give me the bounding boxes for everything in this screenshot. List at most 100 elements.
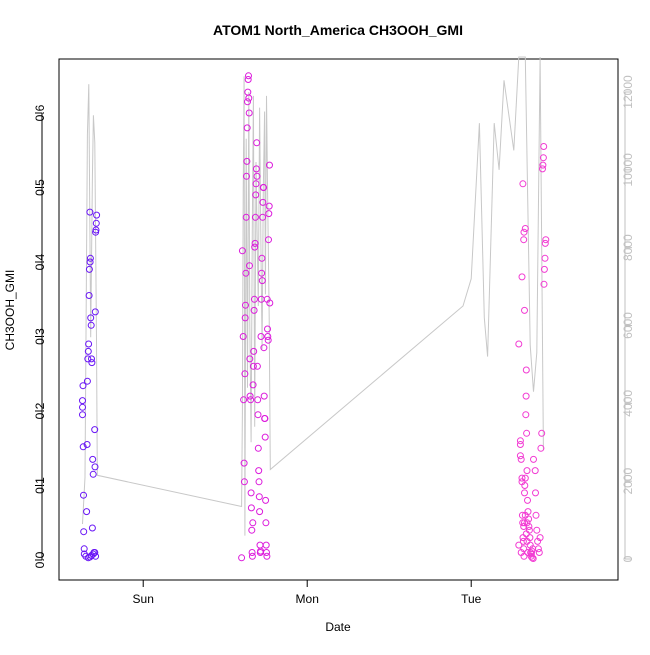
data-point — [249, 362, 257, 370]
data-point — [83, 508, 91, 516]
data-point — [257, 333, 265, 340]
data-point — [91, 308, 99, 316]
data-point — [262, 496, 270, 504]
data-point — [240, 459, 248, 467]
y-tick-label: 0.5 — [33, 179, 47, 196]
data-point — [518, 478, 526, 486]
data-point — [518, 474, 526, 482]
data-point — [91, 426, 99, 434]
data-point — [263, 549, 270, 556]
data-point — [258, 277, 266, 285]
data-point — [243, 172, 250, 180]
data-point — [256, 508, 264, 516]
data-point — [253, 172, 261, 180]
data-point — [243, 124, 251, 132]
data-point — [261, 415, 269, 422]
data-point — [244, 98, 251, 106]
data-point — [530, 455, 537, 463]
data-point — [260, 392, 268, 400]
data-point — [516, 441, 524, 448]
data-point — [251, 239, 259, 247]
data-point — [515, 541, 523, 549]
data-point — [89, 550, 97, 558]
data-point — [252, 180, 260, 188]
data-point — [258, 269, 266, 277]
y2-tick-label: 4000 — [621, 390, 635, 417]
data-point — [241, 314, 249, 322]
data-point — [242, 301, 249, 309]
y-tick-label: 0.0 — [33, 551, 47, 568]
data-point — [518, 511, 526, 519]
data-point — [265, 202, 273, 210]
data-point — [541, 239, 549, 247]
data-point — [524, 496, 531, 504]
data-point — [522, 530, 530, 538]
y2-tick-label: 2000 — [621, 467, 635, 494]
y-tick-label: 0.1 — [33, 477, 47, 494]
data-point — [87, 314, 95, 322]
data-point — [91, 549, 99, 556]
data-point — [266, 299, 274, 307]
data-point — [264, 333, 272, 340]
data-point — [262, 519, 270, 527]
data-point — [519, 180, 527, 188]
data-point — [242, 269, 250, 277]
data-point — [537, 444, 545, 452]
data-point — [249, 519, 257, 527]
data-point — [527, 550, 535, 558]
data-point — [83, 377, 91, 385]
data-point — [264, 325, 271, 333]
data-point — [253, 362, 261, 370]
altitude-line-layer — [82, 56, 544, 536]
data-point — [520, 523, 528, 530]
data-point — [539, 165, 546, 173]
y-tick-label: 0.3 — [33, 328, 47, 345]
data-point — [515, 340, 523, 348]
data-point — [255, 478, 263, 486]
data-point — [80, 491, 87, 499]
data-point — [86, 208, 94, 216]
y-tick-label: 0.6 — [33, 104, 47, 121]
data-point — [266, 161, 273, 169]
data-point — [519, 537, 527, 545]
data-point — [246, 355, 254, 363]
data-point — [521, 519, 528, 527]
data-point — [261, 433, 269, 441]
data-point — [250, 306, 258, 314]
data-point — [541, 254, 549, 262]
data-point — [518, 273, 526, 281]
data-point — [244, 76, 252, 83]
data-point — [524, 549, 532, 556]
data-point — [534, 545, 542, 553]
data-point — [239, 333, 247, 340]
data-point — [79, 397, 86, 405]
data-point — [254, 411, 262, 419]
y-axis-label: CH3OOH_GMI — [3, 270, 17, 351]
data-point — [523, 467, 531, 475]
y2-tick-label: 6000 — [621, 312, 635, 339]
data-point — [531, 467, 539, 475]
x-tick-label: Tue — [461, 592, 482, 606]
data-point — [520, 236, 528, 244]
data-point — [248, 526, 256, 534]
data-point — [246, 392, 254, 400]
chart-title: ATOM1 North_America CH3OOH_GMI — [213, 22, 463, 38]
data-point — [245, 72, 252, 80]
data-point — [88, 359, 96, 367]
data-point — [265, 236, 272, 244]
data-point — [254, 444, 262, 452]
data-point — [522, 366, 530, 374]
data-point — [85, 265, 93, 273]
data-point — [80, 528, 88, 536]
data-point — [245, 94, 253, 102]
data-point — [248, 552, 256, 560]
data-point — [265, 210, 273, 218]
data-point — [260, 344, 268, 352]
data-point — [238, 554, 246, 562]
data-point — [523, 537, 531, 545]
data-point — [89, 455, 97, 463]
data-point — [529, 555, 537, 562]
data-point — [532, 511, 540, 519]
